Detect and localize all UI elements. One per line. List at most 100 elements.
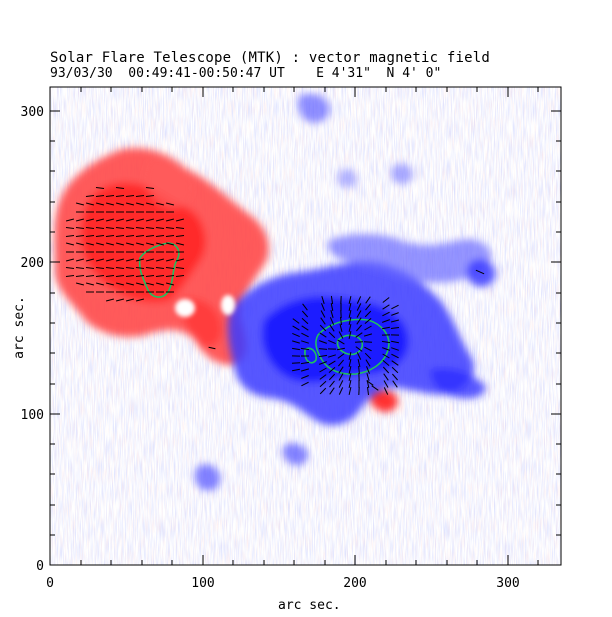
field-vector <box>319 380 327 388</box>
field-vector <box>105 235 115 237</box>
field-vector <box>301 325 309 331</box>
field-vector <box>355 332 363 338</box>
y-tick-label: 0 <box>36 559 44 574</box>
field-vector <box>95 235 105 237</box>
field-vector <box>300 361 310 365</box>
y-tick-label: 100 <box>21 408 44 423</box>
field-vector <box>95 267 105 269</box>
field-vector <box>165 275 175 277</box>
field-vector <box>383 373 389 381</box>
field-vector <box>175 258 185 262</box>
field-vector <box>292 332 300 338</box>
field-vector <box>364 318 372 324</box>
field-vector <box>125 298 135 302</box>
field-vector <box>301 381 309 387</box>
field-vector <box>328 360 336 366</box>
field-vector <box>155 235 165 237</box>
field-vector <box>105 267 115 269</box>
field-vector <box>75 275 85 277</box>
field-vector <box>95 218 105 222</box>
field-vector <box>319 374 327 380</box>
field-vector <box>366 373 370 381</box>
field-vector <box>135 235 145 237</box>
y-tick-label: 200 <box>21 256 44 271</box>
field-vector <box>318 348 328 350</box>
field-vector <box>321 296 325 304</box>
x-tick-label: 200 <box>343 576 366 591</box>
field-vector <box>105 282 115 286</box>
plot-title: Solar Flare Telescope (MTK) : vector mag… <box>50 50 491 66</box>
field-vector <box>383 387 389 395</box>
field-vector <box>115 227 125 229</box>
field-vector <box>85 218 95 222</box>
field-vector <box>328 339 336 345</box>
field-vector <box>165 202 175 206</box>
field-vector <box>135 195 145 197</box>
field-vector <box>301 310 309 318</box>
field-vector <box>319 361 327 365</box>
field-vector <box>348 372 352 382</box>
field-vector <box>95 195 105 197</box>
field-vector <box>145 227 155 229</box>
field-vector <box>366 366 370 374</box>
field-vector <box>115 275 125 277</box>
field-vector <box>371 385 379 391</box>
field-vector <box>292 318 300 324</box>
field-vector <box>338 380 344 388</box>
field-vector <box>391 312 399 316</box>
field-vector <box>329 387 335 395</box>
field-vector <box>135 227 145 229</box>
field-vector <box>65 242 75 246</box>
field-vector <box>330 295 334 305</box>
field-vector <box>85 258 95 262</box>
field-vector <box>85 235 95 237</box>
field-vector <box>75 235 85 237</box>
field-vector <box>381 340 391 344</box>
field-vector <box>125 218 135 222</box>
field-vector <box>338 366 344 374</box>
field-vector <box>85 242 95 246</box>
field-vector <box>392 373 398 381</box>
field-vector <box>339 323 343 333</box>
field-vector <box>365 359 371 367</box>
field-vector <box>105 195 115 197</box>
field-vector <box>302 303 308 311</box>
field-vector <box>115 218 125 222</box>
field-vector <box>105 218 115 222</box>
field-vector <box>85 202 95 206</box>
field-vector <box>366 380 374 386</box>
field-vector <box>329 317 335 325</box>
field-vector <box>135 298 145 302</box>
field-vector <box>382 366 390 374</box>
field-vector <box>348 386 352 396</box>
field-vector <box>337 353 345 359</box>
field-vector <box>319 332 327 338</box>
field-vector <box>338 387 344 395</box>
field-vector <box>292 340 300 344</box>
field-vector <box>145 202 155 206</box>
field-vector <box>75 258 85 262</box>
field-vector <box>125 195 135 197</box>
field-vector <box>208 346 216 350</box>
field-vector <box>125 282 135 286</box>
field-vector <box>95 202 105 206</box>
field-vector <box>330 302 334 312</box>
field-vector <box>382 319 390 323</box>
field-vector <box>328 354 336 358</box>
field-vector <box>475 269 485 275</box>
field-vector <box>337 339 345 345</box>
field-vector <box>75 202 85 206</box>
field-vector <box>301 332 309 338</box>
field-vector <box>391 347 399 351</box>
field-vector <box>348 330 352 340</box>
field-vector <box>348 379 352 389</box>
field-vector <box>95 187 105 189</box>
field-vector <box>145 218 155 222</box>
field-vector <box>165 227 175 229</box>
field-vector <box>390 327 400 329</box>
x-tick-label: 300 <box>496 576 519 591</box>
field-vector <box>320 317 326 325</box>
field-vector <box>367 386 369 396</box>
field-vector <box>364 346 372 352</box>
field-vector <box>135 282 145 286</box>
